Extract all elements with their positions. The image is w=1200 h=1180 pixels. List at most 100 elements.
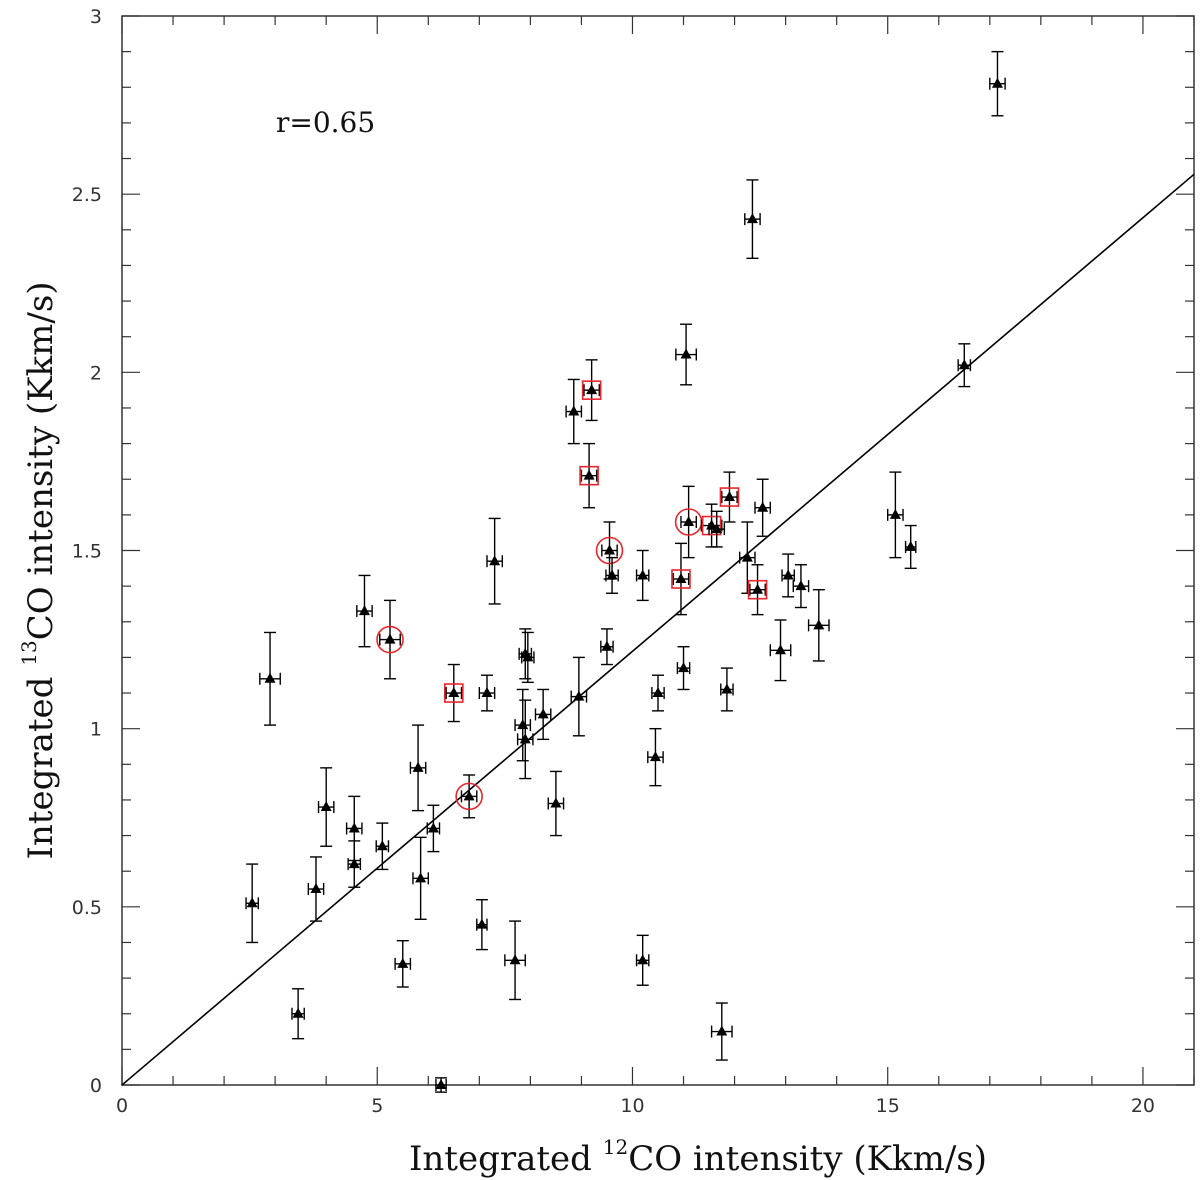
triangle-marker	[637, 954, 649, 965]
data-point	[444, 663, 464, 723]
triangle-marker	[320, 801, 332, 812]
triangle-marker	[683, 515, 695, 526]
data-point	[534, 688, 552, 741]
x-axis-title-prefix: Integrated	[409, 1139, 603, 1179]
data-point	[719, 471, 740, 523]
triangle-marker	[448, 687, 460, 698]
triangle-marker	[509, 954, 521, 965]
triangle-marker	[489, 555, 501, 566]
data-point	[708, 510, 726, 548]
triangle-marker	[905, 540, 917, 551]
data-point	[317, 767, 335, 847]
data-point	[675, 323, 697, 386]
triangle-marker	[775, 644, 787, 655]
triangle-marker	[348, 858, 360, 869]
triangle-marker	[412, 761, 424, 772]
x-tick-label: 5	[371, 1095, 383, 1117]
data-point	[478, 674, 496, 712]
data-point	[989, 50, 1006, 117]
correlation-annotation: r=0.65	[276, 106, 375, 139]
data-point	[547, 770, 565, 837]
triangle-marker	[741, 551, 753, 562]
triangle-marker	[889, 508, 901, 519]
triangle-marker	[568, 405, 580, 416]
data-point	[412, 836, 429, 921]
data-point	[570, 656, 588, 737]
triangle-marker	[721, 683, 733, 694]
data-point	[516, 699, 534, 780]
triangle-marker	[652, 687, 664, 698]
highlight-circle	[595, 536, 624, 565]
triangle-marker	[586, 384, 598, 395]
data-point	[710, 1002, 733, 1061]
triangle-marker	[384, 633, 396, 644]
ticks-group: 0 5 10 15 20 0 0.5 1 1.5 2 2.5 3	[72, 6, 1195, 1117]
y-axis-title-superscript: 13	[17, 640, 41, 665]
data-point	[347, 840, 362, 888]
highlight-square	[747, 579, 768, 600]
data-point	[259, 631, 281, 726]
data-point	[700, 503, 723, 548]
data-point	[394, 939, 412, 988]
data-point	[245, 863, 259, 944]
data-point	[376, 599, 404, 680]
data-point	[579, 442, 599, 509]
highlight-square	[701, 515, 722, 536]
triangle-marker	[678, 662, 690, 673]
y-tick-label: 3	[90, 6, 102, 28]
x-tick-label: 0	[116, 1095, 128, 1117]
data-point	[635, 549, 650, 602]
triangle-marker	[358, 605, 370, 616]
regression-line	[121, 173, 1195, 1086]
data-point	[518, 628, 533, 680]
fit-line-group	[121, 173, 1195, 1086]
triangle-marker	[415, 872, 427, 883]
data-point	[455, 774, 483, 819]
data-point	[375, 822, 390, 871]
highlight-square	[671, 569, 691, 589]
triangle-marker	[680, 348, 692, 359]
triangle-marker	[517, 719, 529, 730]
triangle-marker	[958, 359, 970, 370]
data-point	[887, 471, 904, 559]
data-point	[581, 359, 602, 422]
data-point	[904, 524, 917, 570]
triangle-marker	[550, 797, 562, 808]
triangle-marker	[601, 640, 613, 651]
triangle-marker	[757, 501, 769, 512]
data-point	[957, 343, 972, 388]
y-axis-title-suffix: CO intensity (Kkm/s)	[21, 281, 61, 640]
data-point	[769, 619, 792, 682]
x-tick-label: 20	[1131, 1095, 1155, 1117]
data-point	[671, 542, 691, 616]
triangle-marker	[711, 523, 723, 534]
data-point	[595, 521, 624, 580]
highlight-square	[581, 380, 602, 400]
triangle-marker	[991, 77, 1003, 88]
data-point	[409, 724, 427, 812]
triangle-marker	[376, 840, 388, 851]
triangle-marker	[348, 822, 360, 833]
triangle-marker	[583, 469, 595, 480]
data-point	[486, 517, 504, 605]
y-tick-label: 1.5	[72, 541, 102, 563]
y-tick-label: 2	[90, 362, 102, 384]
x-axis-title-suffix: CO intensity (Kkm/s)	[628, 1139, 987, 1179]
triangle-marker	[397, 957, 409, 968]
triangle-marker	[427, 822, 439, 833]
data-point	[651, 674, 665, 712]
y-tick-label: 1	[90, 719, 102, 741]
data-point	[435, 1077, 448, 1093]
triangle-marker	[573, 690, 585, 701]
data-point	[720, 667, 734, 712]
triangle-marker	[795, 580, 807, 591]
data-point	[747, 564, 768, 616]
data-point	[647, 727, 664, 787]
x-axis-title: Integrated 12CO intensity (Kkm/s)	[409, 1135, 987, 1179]
axes-frame-group	[121, 15, 1195, 1086]
data-point	[738, 521, 756, 594]
data-point	[744, 179, 761, 260]
highlight-circle	[376, 625, 404, 654]
triangle-marker	[246, 897, 258, 908]
